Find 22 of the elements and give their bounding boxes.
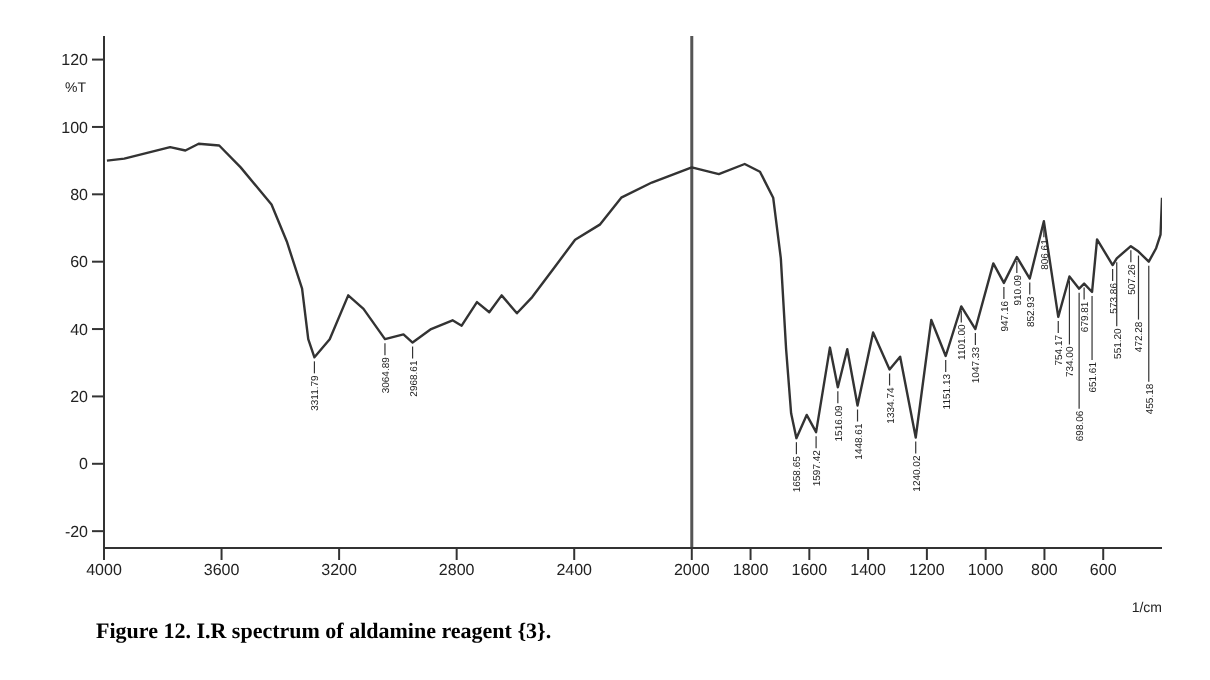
x-tick-label: 4000 [86, 561, 123, 580]
x-tick-label: 3600 [203, 561, 241, 580]
x-tick-label: 2400 [556, 561, 594, 580]
x-tick-label: 1600 [791, 561, 829, 580]
y-tick-label: 0 [79, 455, 90, 474]
y-tick-label: -20 [64, 522, 90, 541]
x-tick-label: 800 [1031, 561, 1059, 580]
x-tick-label: 1200 [909, 561, 946, 580]
x-tick-label: 1400 [850, 561, 888, 580]
text: Figure 12. I.R spectrum of aldamine reagent {3}. [96, 620, 554, 644]
x-tick-label: 3200 [321, 561, 359, 580]
y-tick-label: 80 [70, 186, 90, 204]
x-tick-label: 1800 [732, 561, 770, 580]
y-tick-label: 120 [61, 51, 90, 70]
y-tick-label: 20 [70, 388, 90, 407]
x-tick-label: 1000 [967, 561, 1005, 580]
x-tick-label: 600 [1089, 561, 1118, 580]
y-tick-label: 60 [70, 253, 90, 272]
y-tick-label: 100 [61, 118, 90, 137]
x-tick-label: 2800 [438, 561, 476, 580]
x-tick-label: 2000 [673, 561, 711, 580]
y-tick-label: 40 [70, 320, 90, 339]
